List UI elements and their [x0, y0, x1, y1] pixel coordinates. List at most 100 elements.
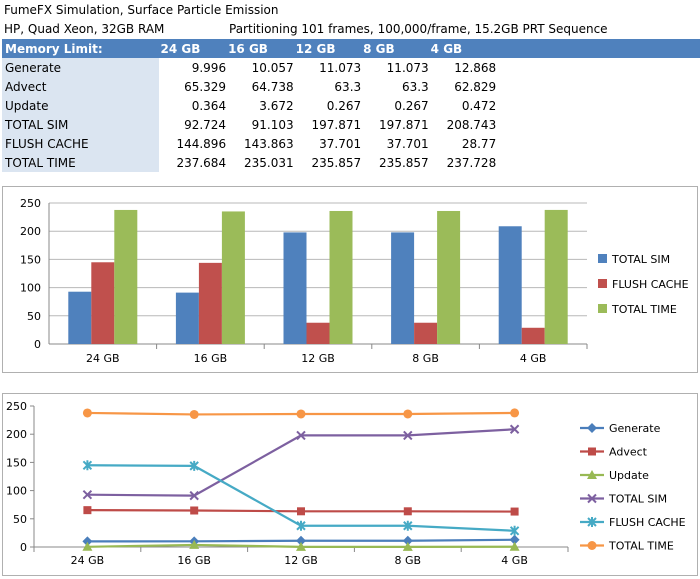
column-header: 4 GB [428, 39, 497, 58]
marker-total-time [403, 409, 413, 419]
marker-update [189, 539, 200, 549]
x-tick-label: 12 GB [301, 352, 335, 365]
marker-advect [297, 507, 305, 516]
table-cell: 144.896 [176, 136, 227, 151]
table-cell: 64.738 [251, 79, 294, 94]
table-cell: 63.3 [334, 79, 362, 94]
x-tick-label: 4 GB [520, 352, 547, 365]
table-cell: 62.829 [454, 79, 497, 94]
table-cell: 92.724 [184, 117, 227, 132]
table-row: TOTAL SIM 92.724 91.103 197.871 197.871 … [2, 115, 700, 134]
bar-total-time [114, 209, 138, 344]
column-header: 24 GB [158, 39, 227, 58]
y-tick-label: 150 [6, 456, 27, 469]
row-label: Update [2, 96, 159, 115]
marker-advect [403, 507, 412, 516]
bar-chart: 0 50 100 150 200 250 24 GB 16 GB 12 GB 8 GB 4 GB TO… [20, 197, 689, 365]
marker-update [82, 541, 93, 551]
row-label: FLUSH CACHE [2, 134, 159, 153]
table-cell: 63.3 [401, 79, 429, 94]
marker-legend-total-sim [587, 493, 597, 504]
table-cell: 12.868 [454, 60, 497, 75]
table-cell: 0.267 [326, 98, 362, 113]
row-label: TOTAL TIME [2, 153, 159, 172]
marker-total-sim [403, 430, 413, 441]
bar-flush-cache [91, 262, 115, 344]
table-cell: 9.996 [191, 60, 227, 75]
x-tick-label: 12 GB [284, 554, 318, 567]
bar-total-sim [498, 226, 522, 344]
table-cell: 0.364 [191, 98, 227, 113]
bar-flush-cache [306, 322, 330, 344]
table-row: FLUSH CACHE 144.896 143.863 37.701 37.70… [2, 134, 700, 153]
table-cell: 237.728 [446, 155, 497, 170]
column-header: 12 GB [293, 39, 362, 58]
x-tick-label: 8 GB [412, 352, 439, 365]
hardware-label: HP, Quad Xeon, 32GB RAM [4, 22, 165, 36]
row-label: Advect [2, 77, 159, 96]
line-chart: 0 50 100 150 200 250 24 GB 16 GB 12 GB 8 GB 4 GB Ge… [6, 400, 686, 567]
table-cell: 65.329 [184, 79, 227, 94]
table-cell: 197.871 [311, 117, 362, 132]
table-cell: 235.031 [243, 155, 294, 170]
x-tick-label: 4 GB [501, 554, 528, 567]
row-label: TOTAL SIM [2, 115, 159, 134]
results-table: Memory Limit: 24 GB 16 GB 12 GB 8 GB 4 G… [2, 39, 700, 172]
marker-advect [510, 507, 519, 516]
marker-total-time [82, 408, 92, 418]
y-tick-label: 0 [20, 541, 27, 554]
header-fill [496, 39, 700, 58]
table-row: Generate 9.996 10.057 11.073 11.073 12.8… [2, 58, 700, 77]
table-cell: 143.863 [243, 136, 294, 151]
x-tick-label: 16 GB [177, 554, 211, 567]
table-row: TOTAL TIME 237.684 235.031 235.857 235.8… [2, 153, 700, 172]
marker-update [296, 541, 306, 551]
table-cell: 10.057 [251, 60, 294, 75]
table-cell: 11.073 [386, 60, 429, 75]
bar-total-sim [175, 292, 199, 344]
legend-label: TOTAL TIME [608, 540, 674, 553]
bar-total-time [329, 210, 353, 344]
y-tick-label: 250 [6, 400, 27, 413]
legend-swatch [598, 304, 607, 313]
marker-total-time [296, 409, 306, 419]
bar-flush-cache [521, 327, 545, 344]
x-tick-label: 24 GB [71, 554, 105, 567]
legend-label: TOTAL TIME [611, 303, 677, 316]
page-title: FumeFX Simulation, Surface Particle Emis… [4, 3, 279, 17]
bar-total-time [544, 209, 568, 344]
table-cell: 3.672 [259, 98, 294, 113]
marker-generate [402, 535, 413, 546]
marker-total-sim [296, 430, 306, 441]
column-header: 8 GB [361, 39, 429, 58]
marker-flush-cache [403, 520, 413, 531]
y-tick-label: 250 [20, 197, 41, 210]
table-cell: 197.871 [379, 117, 429, 132]
bar-flush-cache [198, 262, 222, 344]
table-row: Update 0.364 3.672 0.267 0.267 0.472 [2, 96, 700, 115]
table-cell: 235.857 [311, 155, 362, 170]
table-cell: 11.073 [319, 60, 362, 75]
marker-flush-cache [189, 460, 199, 471]
marker-legend-update [587, 470, 597, 479]
bar-flush-cache [414, 322, 438, 344]
table-cell: 37.701 [386, 136, 429, 151]
marker-advect [190, 506, 199, 515]
marker-total-time [510, 408, 520, 418]
bar-total-sim [391, 232, 415, 344]
bar-total-time [221, 211, 245, 344]
x-tick-label: 8 GB [395, 554, 422, 567]
marker-update [509, 541, 520, 551]
line-total-sim [87, 428, 515, 497]
y-tick-label: 50 [27, 310, 41, 323]
legend-swatch [598, 254, 607, 263]
legend-label: TOTAL SIM [608, 493, 667, 506]
marker-generate [82, 536, 93, 547]
marker-total-time [189, 409, 199, 419]
marker-flush-cache [82, 460, 93, 471]
marker-total-sim [189, 490, 199, 501]
marker-total-sim [509, 424, 520, 434]
row-label: Generate [2, 58, 159, 77]
marker-legend-generate [587, 423, 597, 433]
y-tick-label: 100 [6, 485, 27, 498]
